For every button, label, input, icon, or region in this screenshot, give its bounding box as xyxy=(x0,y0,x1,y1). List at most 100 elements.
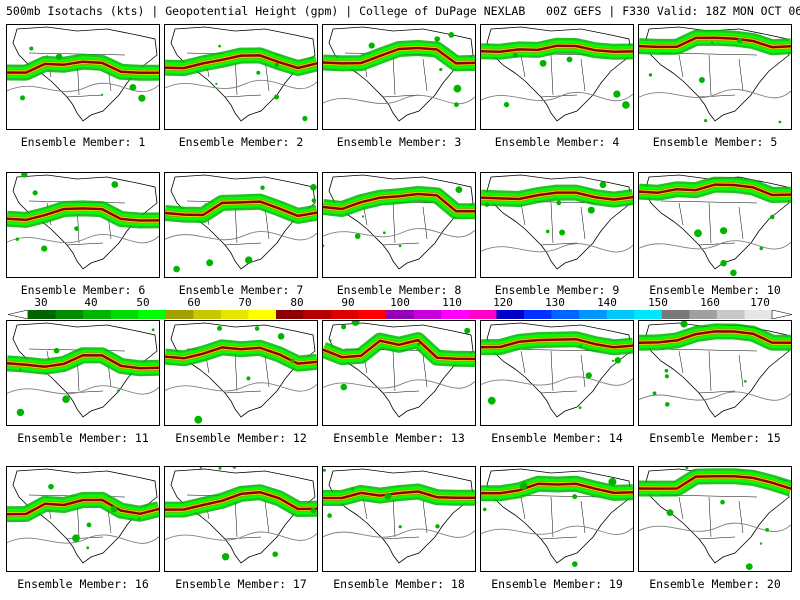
isotach-speckle xyxy=(453,84,462,93)
isotach-speckle xyxy=(382,231,386,235)
isotach-speckle xyxy=(664,368,669,373)
coastline xyxy=(644,26,790,122)
forecast-map xyxy=(639,467,791,570)
height-contour xyxy=(165,79,317,90)
height-contour xyxy=(323,94,475,105)
isotach-speckle xyxy=(545,229,550,234)
member-map-panel xyxy=(322,320,476,426)
isotach-speckle xyxy=(218,44,221,48)
forecast-map xyxy=(481,174,633,270)
isotach-speckle xyxy=(215,82,218,85)
member-label: Ensemble Member: 2 xyxy=(178,135,304,149)
isotach-speckle xyxy=(614,357,621,364)
isotach-speckle xyxy=(16,408,25,417)
isotach-speckle xyxy=(199,467,202,469)
isotach-speckle xyxy=(20,95,25,101)
isotach-speckle xyxy=(274,94,279,100)
isotach-band xyxy=(7,60,159,74)
member-label: Ensemble Member: 15 xyxy=(649,431,781,445)
isotach-speckle xyxy=(62,395,70,403)
coastline xyxy=(328,322,474,418)
isotach-speckle xyxy=(173,265,180,273)
colorbar-tick-label: 160 xyxy=(700,296,720,309)
isotach-band xyxy=(481,482,633,495)
forecast-map xyxy=(481,322,633,418)
forecast-map xyxy=(7,468,159,564)
colorbar-swatch xyxy=(303,310,332,319)
coastline xyxy=(644,322,790,418)
isotach-speckle xyxy=(86,546,90,550)
isotach-speckle xyxy=(720,259,727,267)
isotach-speckle xyxy=(254,326,260,331)
colorbar-tick-label: 50 xyxy=(136,296,150,309)
isotach-speckle xyxy=(311,198,317,203)
isotach-speckle xyxy=(720,499,725,505)
isotach-band xyxy=(639,36,791,49)
member-map-panel xyxy=(322,466,476,572)
isotach-speckle xyxy=(48,483,54,490)
coastline xyxy=(170,26,316,122)
isotach-speckle xyxy=(218,467,222,470)
member-label: Ensemble Member: 4 xyxy=(494,135,620,149)
coastline xyxy=(328,468,474,564)
isotach-speckle xyxy=(464,327,471,334)
colorbar-tick-label: 90 xyxy=(341,296,355,309)
isotach-speckle xyxy=(778,120,782,124)
member-label: Ensemble Member: 19 xyxy=(491,577,623,591)
colorbar-swatch xyxy=(468,310,497,319)
isotach-speckle xyxy=(323,244,325,247)
colorbar-swatch xyxy=(110,310,139,319)
isotach-speckle xyxy=(710,41,714,44)
colorbar-swatch xyxy=(331,310,359,319)
forecast-map xyxy=(323,26,475,122)
colorbar-swatch xyxy=(413,310,442,319)
isotach-speckle xyxy=(351,321,360,326)
colorbar-tick-label: 100 xyxy=(390,296,410,309)
height-contour xyxy=(481,376,633,386)
colorbar-swatch xyxy=(248,310,277,319)
isotach-speckle xyxy=(454,102,459,108)
isotach-band xyxy=(639,330,791,345)
isotach-speckle xyxy=(572,561,578,567)
colorbar-swatch xyxy=(386,310,415,319)
isotach-speckle xyxy=(704,119,708,123)
colorbar-arrow-left xyxy=(8,310,29,319)
isotach-speckle xyxy=(302,115,308,122)
isotach-speckle xyxy=(744,380,747,383)
isotach-band xyxy=(481,44,633,54)
isotach-speckle xyxy=(74,226,79,231)
isotach-speckle xyxy=(434,36,440,42)
isotach-speckle xyxy=(41,245,48,252)
isotach-speckle xyxy=(310,507,317,514)
isotach-band xyxy=(481,337,633,349)
isotach-speckle xyxy=(745,563,753,570)
isotach-speckle xyxy=(666,509,674,516)
isotach-speckle xyxy=(487,396,496,405)
isotach-speckle xyxy=(232,467,237,469)
member-map-panel xyxy=(6,172,160,278)
colorbar-swatch xyxy=(716,310,745,319)
isotach-speckle xyxy=(435,524,440,529)
isotach-speckle xyxy=(513,52,518,58)
forecast-map xyxy=(165,467,317,564)
isotach-speckle xyxy=(572,494,578,500)
forecast-map xyxy=(323,321,475,418)
colorbar-swatch xyxy=(55,310,84,319)
member-label: Ensemble Member: 11 xyxy=(17,431,149,445)
member-map-panel xyxy=(6,320,160,426)
borders xyxy=(502,348,600,394)
member-label: Ensemble Member: 7 xyxy=(178,283,304,297)
isotach-speckle xyxy=(665,402,670,407)
isotach-speckle xyxy=(354,233,361,239)
member-label: Ensemble Member: 14 xyxy=(491,431,623,445)
colorbar-tick-label: 80 xyxy=(290,296,304,309)
height-contour xyxy=(639,391,791,401)
colorbar xyxy=(8,310,792,319)
height-contour xyxy=(165,231,317,241)
isotach-speckle xyxy=(340,383,348,391)
borders xyxy=(660,348,758,394)
isotach-band xyxy=(165,490,317,511)
forecast-map xyxy=(639,321,791,418)
member-label: Ensemble Member: 12 xyxy=(175,431,307,445)
colorbar-swatch xyxy=(138,310,167,319)
